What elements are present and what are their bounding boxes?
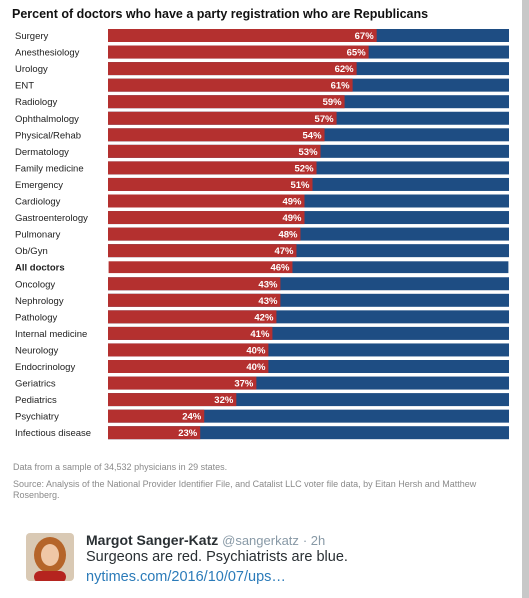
republican-bar [108,360,269,373]
republican-bar [108,277,281,291]
category-label: Emergency [15,180,63,191]
republican-bar [108,128,325,142]
republican-bar [108,177,313,191]
republican-bar [108,426,201,440]
republican-bar [108,161,317,175]
data-label: 51% [290,180,310,191]
data-label: 52% [295,163,315,174]
data-label: 42% [254,312,274,323]
data-label: 54% [303,130,323,141]
data-label: 59% [323,97,343,108]
data-label: 62% [335,64,355,75]
tweet-link[interactable]: nytimes.com/2016/10/07/ups… [86,569,286,585]
category-label: Urology [15,64,48,75]
data-label: 40% [246,362,266,373]
author-name[interactable]: Margot Sanger-Katz [86,532,219,548]
data-label: 57% [315,114,335,125]
category-label: Ob/Gyn [15,246,48,257]
category-label: Pulmonary [15,230,61,241]
avatar-photo-icon [26,533,74,581]
data-label: 23% [178,428,198,439]
category-label: Psychiatry [15,412,59,423]
data-label: 53% [299,147,319,158]
republican-bar [108,29,377,42]
republican-bar [108,78,353,92]
category-label: Ophthalmology [15,114,79,125]
data-label: 49% [282,213,302,224]
republican-bar [108,144,321,158]
category-label: Pathology [15,312,58,323]
republican-bar [108,45,369,59]
data-label: 37% [234,379,254,390]
category-label: Nephrology [15,296,64,307]
window-edge [522,0,529,598]
category-label: Cardiology [15,197,61,208]
category-label: Geriatrics [15,379,56,390]
tweet-time[interactable]: · 2h [302,533,326,548]
category-label: Physical/Rehab [15,130,81,141]
tweet-text: Surgeons are red. Psychiatrists are blue… [86,549,348,565]
category-label: Infectious disease [15,428,91,439]
republican-bar [108,227,301,241]
author-handle[interactable]: @sangerkatz [222,533,299,548]
republican-bar [108,409,205,423]
bar-chart: Surgery 67% Anesthesiology 65% Urology 62% ENT… [15,29,510,440]
data-label: 48% [278,230,298,241]
category-label: Family medicine [15,163,84,174]
tweet-author: Margot Sanger-Katz @sangerkatz · 2h [86,532,325,548]
chart-title: Percent of doctors who have a party regi… [12,7,429,21]
republican-bar [108,194,305,208]
highlight-outline [107,260,510,275]
data-label: 47% [274,246,294,257]
category-label: Internal medicine [15,329,87,340]
democrat-bar [108,409,509,423]
data-label: 49% [282,197,302,208]
category-label: Neurology [15,345,59,356]
data-label: 67% [355,31,375,42]
category-label: Anesthesiology [15,48,80,59]
data-label: 61% [331,81,351,92]
category-label: Oncology [15,279,55,290]
republican-bar [108,326,273,340]
sample-note: Data from a sample of 34,532 physicians … [13,462,228,472]
data-label: 40% [246,345,266,356]
data-label: 41% [250,329,270,340]
data-label: 65% [347,48,367,59]
category-label: All doctors [15,263,65,274]
republican-bar [108,260,293,274]
category-label: Dermatology [15,147,69,158]
category-label: Gastroenterology [15,213,88,224]
category-label: Pediatrics [15,395,57,406]
republican-bar [108,393,237,407]
category-label: Radiology [15,97,57,108]
republican-bar [108,310,277,324]
category-label: ENT [15,81,34,92]
data-label: 32% [214,395,234,406]
republican-bar [108,343,269,357]
republican-bar [108,376,257,390]
republican-bar [108,244,297,258]
republican-bar [108,62,357,76]
democrat-bar [108,426,509,440]
category-label: Surgery [15,31,49,42]
republican-bar [108,111,337,125]
data-label: 43% [258,296,278,307]
category-label: Endocrinology [15,362,75,373]
republican-bar [108,211,305,225]
data-label: 43% [258,279,278,290]
source-note: Source: Analysis of the National Provide… [13,479,477,500]
avatar[interactable] [26,533,74,581]
tweet[interactable]: Margot Sanger-Katz @sangerkatz · 2h Surg… [0,525,522,598]
data-label: 24% [182,412,202,423]
data-label: 46% [270,263,290,274]
republican-bar [108,95,345,109]
republican-bar [108,293,281,307]
